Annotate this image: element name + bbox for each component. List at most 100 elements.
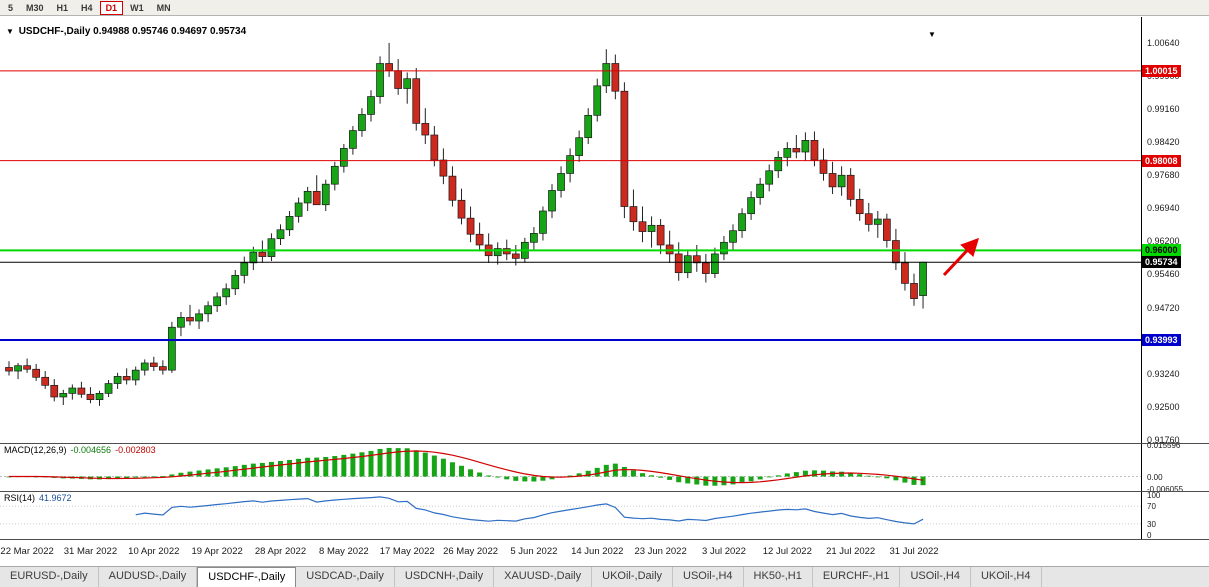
symbol-dropdown-icon[interactable]: ▼ — [6, 27, 14, 36]
candle — [747, 191, 755, 220]
price-chart-canvas[interactable] — [0, 17, 1141, 443]
candle — [376, 56, 384, 104]
y-axis-tick: 0.99160 — [1147, 104, 1180, 115]
candle — [23, 358, 31, 373]
rsi-panel[interactable]: RSI(14) 41.9672 — [0, 492, 1141, 539]
symbol-tab-usdchf-daily[interactable]: USDCHF-,Daily — [197, 567, 297, 587]
candle — [864, 202, 873, 232]
chart-title: ▼ USDCHF-,Daily 0.94988 0.95746 0.94697 … — [6, 26, 246, 37]
candle — [692, 244, 701, 272]
candle — [475, 222, 484, 252]
timeframe-button-5[interactable]: 5 — [8, 2, 14, 13]
macd-panel[interactable]: MACD(12,26,9) -0.004656 -0.002803 — [0, 444, 1141, 491]
candle — [484, 233, 493, 263]
candle — [77, 381, 86, 398]
candle — [548, 184, 556, 219]
y-axis-tick: 0.96940 — [1147, 203, 1180, 214]
candle — [95, 390, 104, 406]
candle — [910, 273, 918, 306]
macd-axis-label: 0.00 — [1147, 472, 1163, 482]
symbol-tab-audusd-daily[interactable]: AUDUSD-,Daily — [99, 567, 198, 587]
candle — [321, 179, 330, 212]
candle — [240, 256, 249, 284]
trend-arrow-annotation[interactable] — [942, 237, 980, 277]
candle — [412, 67, 421, 131]
rsi-canvas — [0, 496, 1141, 525]
candle — [584, 108, 593, 144]
candle — [204, 301, 212, 322]
y-axis-tick: 0.93240 — [1147, 368, 1180, 379]
candle — [312, 175, 321, 206]
macd-name: MACD(12,26,9) — [4, 445, 67, 455]
ohlc-open: 0.94988 — [93, 26, 130, 37]
candle — [701, 253, 710, 283]
timeframe-button-mn[interactable]: MN — [156, 2, 171, 13]
y-axis-tick: 0.92500 — [1147, 401, 1180, 412]
symbol-tab-usoil-h4[interactable]: USOil-,H4 — [673, 567, 744, 587]
candle — [439, 148, 448, 185]
panel-separator[interactable] — [0, 443, 1209, 444]
candle — [122, 368, 131, 385]
candle — [330, 161, 339, 191]
symbol-tab-ukoil-h4[interactable]: UKOil-,H4 — [971, 567, 1042, 587]
x-axis-label: 8 May 2022 — [319, 546, 369, 557]
candle — [367, 90, 375, 122]
symbol-tab-ukoil-daily[interactable]: UKOil-,Daily — [592, 567, 674, 587]
symbol-tab-eurusd-daily[interactable]: EURUSD-,Daily — [0, 567, 99, 587]
candle — [620, 82, 629, 219]
price-level-label: 0.95734 — [1142, 256, 1181, 269]
price-level-label: 0.93993 — [1142, 334, 1181, 347]
candle — [792, 135, 801, 159]
timeframe-button-m30[interactable]: M30 — [26, 2, 44, 13]
candle — [638, 206, 647, 243]
y-axis-tick: 0.94720 — [1147, 302, 1180, 313]
timeframe-button-w1[interactable]: W1 — [130, 2, 144, 13]
price-axis[interactable]: 1.006400.999000.991600.984200.976800.969… — [1141, 17, 1209, 540]
candle — [59, 389, 68, 406]
symbol-tab-usdcad-daily[interactable]: USDCAD-,Daily — [296, 567, 395, 587]
candle — [394, 59, 402, 95]
ohlc-low: 0.94697 — [171, 26, 208, 37]
symbol-tab-usdcnh-daily[interactable]: USDCNH-,Daily — [395, 567, 495, 587]
symbol-tab-usoil-h4[interactable]: USOil-,H4 — [900, 567, 971, 587]
candle — [656, 219, 665, 254]
x-axis-label: 31 Mar 2022 — [63, 546, 118, 557]
price-level-label: 1.00015 — [1142, 64, 1181, 77]
timeframe-button-h4[interactable]: H4 — [81, 2, 93, 13]
panel-separator[interactable] — [0, 539, 1209, 540]
rsi-axis-label: 30 — [1147, 519, 1156, 529]
x-axis-label: 23 Jun 2022 — [634, 546, 687, 557]
timeframe-button-h1[interactable]: H1 — [56, 2, 69, 13]
candle — [5, 361, 13, 376]
candle — [828, 161, 837, 195]
candle — [186, 304, 194, 326]
macd-axis-label: -0.006055 — [1147, 484, 1184, 494]
panel-separator[interactable] — [0, 491, 1209, 492]
timeframe-button-d1[interactable]: D1 — [99, 0, 124, 15]
macd-canvas — [0, 447, 1141, 486]
chart-symbol: USDCHF-,Daily — [18, 26, 91, 37]
candle — [104, 379, 113, 397]
candle — [801, 132, 810, 161]
candle — [294, 197, 303, 223]
candle — [421, 108, 430, 144]
candle — [720, 236, 728, 261]
rsi-label: RSI(14) 41.9672 — [4, 493, 72, 503]
x-axis-label: 14 Jun 2022 — [571, 546, 624, 557]
candle — [349, 126, 357, 155]
x-axis-label: 26 May 2022 — [443, 546, 499, 557]
symbol-tab-eurchf-h1[interactable]: EURCHF-,H1 — [813, 567, 901, 587]
candle — [738, 208, 746, 238]
symbol-tab-hk50-h1[interactable]: HK50-,H1 — [744, 567, 813, 587]
chart-shift-icon[interactable]: ▼ — [928, 30, 936, 39]
candle — [159, 360, 167, 375]
candle — [530, 227, 538, 250]
symbol-tab-xauusd-daily[interactable]: XAUUSD-,Daily — [494, 567, 593, 587]
candle — [919, 261, 927, 309]
ohlc-close: 0.95734 — [209, 26, 247, 37]
date-axis[interactable]: 22 Mar 2022 31 Mar 2022 10 Apr 2022 19 Apr … — [0, 540, 1209, 566]
candle — [629, 189, 638, 231]
price-chart-area[interactable]: ▼ USDCHF-,Daily 0.94988 0.95746 0.94697 … — [0, 17, 1141, 443]
macd-signal-value: -0.002803 — [115, 445, 156, 455]
candle — [303, 186, 312, 212]
